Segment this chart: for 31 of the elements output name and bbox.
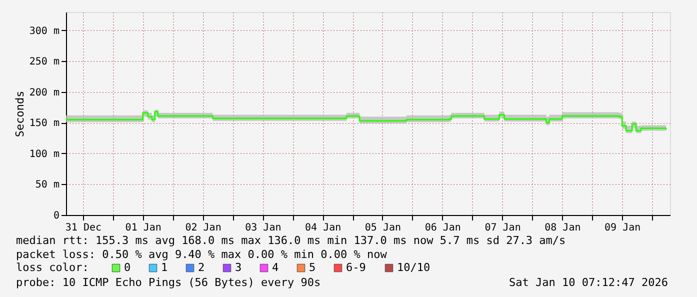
- text: packet loss: 0.50 % avg 9.40 % max 0.00 % min 0.00 % now: [16, 248, 388, 261]
- y-tick-label: 250 m: [29, 56, 60, 68]
- legend-label: 1: [161, 261, 168, 274]
- x-tick-label: 05 Jan: [364, 222, 402, 234]
- y-tick-label: 200 m: [29, 87, 60, 98]
- x-tick-label: 08 Jan: [544, 222, 581, 234]
- y-tick-label: 50 m: [35, 180, 60, 191]
- legend-label: 5: [309, 261, 316, 274]
- x-tick-label: 31 Dec: [65, 222, 102, 234]
- legend-label: 6-9: [346, 261, 366, 274]
- legend-label: 0: [124, 261, 131, 274]
- text: Sat Jan 10 07:12:47 2026: [509, 276, 668, 289]
- x-tick-label: 07 Jan: [484, 222, 521, 234]
- legend-label: 2: [198, 261, 205, 274]
- x-tick-label: 09 Jan: [604, 222, 641, 234]
- y-tick-label: 0: [53, 210, 60, 222]
- legend-title: loss color:: [16, 261, 89, 274]
- y-tick-label: 150 m: [29, 118, 60, 130]
- text: probe: 10 ICMP Echo Pings (56 Bytes) every 90s: [16, 276, 321, 289]
- text: median rtt: 155.3 ms avg 168.0 ms max 136.0 ms min 137.0 ms now 5.7 ms sd 27.3 am/s: [16, 234, 566, 247]
- x-tick-label: 04 Jan: [305, 222, 342, 234]
- x-tick-label: 06 Jan: [424, 222, 461, 234]
- x-tick-label: 03 Jan: [245, 222, 282, 234]
- y-axis-title: Seconds: [13, 90, 26, 138]
- y-tick-label: 300 m: [29, 26, 60, 37]
- x-tick-label: 02 Jan: [185, 222, 222, 234]
- legend-label: 3: [235, 261, 242, 274]
- x-tick-label: 01 Jan: [125, 222, 162, 234]
- y-tick-label: 100 m: [29, 148, 60, 160]
- legend-label: 10/10: [397, 261, 430, 274]
- legend-label: 4: [272, 261, 279, 274]
